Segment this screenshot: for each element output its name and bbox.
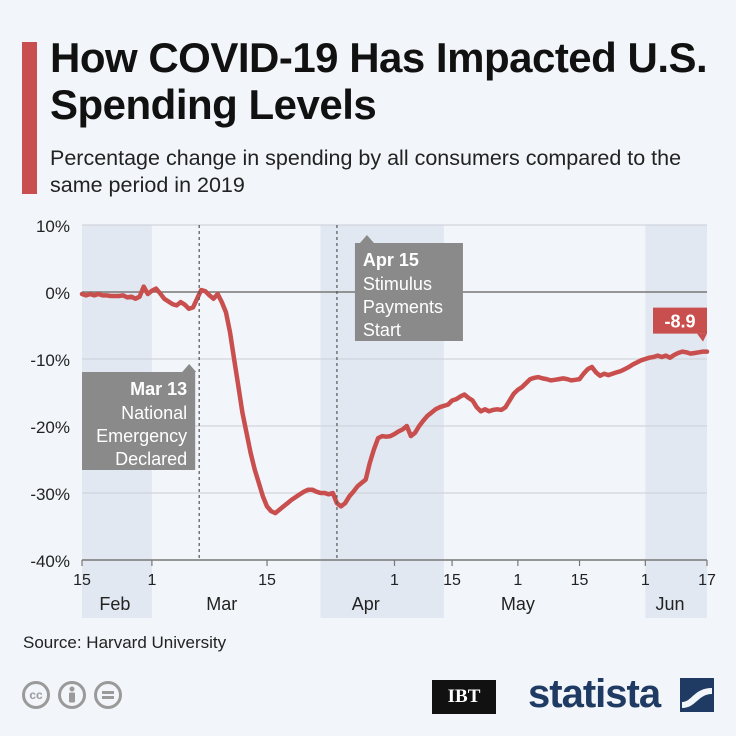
title-accent-bar <box>22 42 37 194</box>
annotation-text: Emergency <box>96 426 187 446</box>
annotation-box <box>82 372 196 470</box>
annotation-pointer <box>182 364 197 372</box>
x-tick-label: 15 <box>258 572 276 589</box>
annotation-date: Mar 13 <box>130 379 187 399</box>
y-tick-label: 0% <box>45 284 70 303</box>
annotation-box <box>354 243 463 341</box>
x-tick-label: 1 <box>513 572 522 589</box>
y-tick-label: -40% <box>30 552 70 571</box>
end-value-pointer <box>697 333 707 342</box>
month-label: Mar <box>206 594 237 614</box>
attribution-icon[interactable] <box>58 681 86 709</box>
annotation-text: Stimulus <box>363 274 432 294</box>
month-band <box>645 225 707 618</box>
source-note: Source: Harvard University <box>23 633 227 652</box>
ibt-logo[interactable]: IBT <box>432 680 496 714</box>
y-tick-label: -10% <box>30 351 70 370</box>
y-tick-label: -20% <box>30 418 70 437</box>
cc-icon[interactable]: cc <box>22 681 50 709</box>
license-icons: cc <box>22 681 122 709</box>
month-label: Apr <box>352 594 380 614</box>
annotation-text: Payments <box>363 297 443 317</box>
end-value-box <box>653 307 707 334</box>
chart-subtitle: Percentage change in spending by all con… <box>50 146 682 197</box>
x-tick-label: 15 <box>443 572 461 589</box>
x-tick-label: 17 <box>698 572 716 589</box>
chart-title: How COVID-19 Has Impacted U.S. Spending … <box>50 34 708 128</box>
y-tick-label: -30% <box>30 485 70 504</box>
statista-logo[interactable]: statista <box>528 672 661 716</box>
x-tick-label: 15 <box>73 572 91 589</box>
month-label: May <box>501 594 535 614</box>
annotation-pointer <box>359 235 374 243</box>
annotation-text: Declared <box>115 449 187 469</box>
no-derivatives-icon[interactable] <box>94 681 122 709</box>
month-label: Feb <box>99 594 130 614</box>
x-tick-label: 15 <box>571 572 589 589</box>
statista-mark-icon <box>680 678 714 712</box>
end-value-label: -8.9 <box>664 312 695 332</box>
x-tick-label: 1 <box>390 572 399 589</box>
x-tick-label: 1 <box>147 572 156 589</box>
annotation-text: National <box>121 403 187 423</box>
annotation-text: Start <box>363 320 401 340</box>
y-tick-label: 10% <box>36 217 70 236</box>
series-line <box>79 284 710 516</box>
x-tick-label: 1 <box>641 572 650 589</box>
month-label: Jun <box>655 594 684 614</box>
annotation-date: Apr 15 <box>363 250 419 270</box>
